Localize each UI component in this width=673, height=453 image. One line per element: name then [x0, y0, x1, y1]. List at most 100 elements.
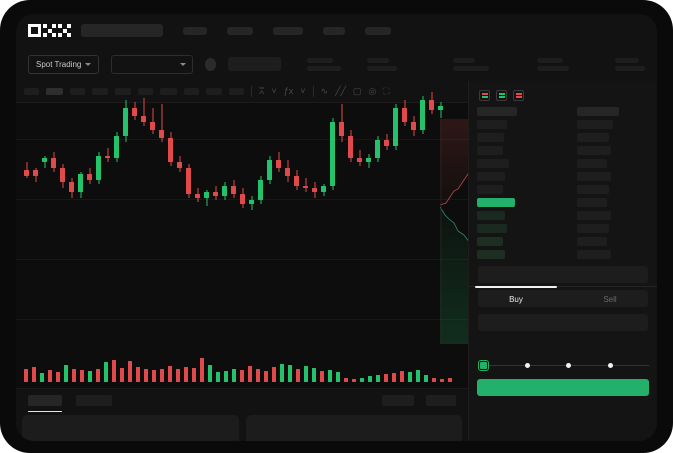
volume-bar: [320, 371, 324, 382]
orderbook-view-bids-icon[interactable]: [496, 90, 507, 101]
orderbook-bid-row[interactable]: [477, 211, 505, 220]
volume-bar: [384, 374, 388, 382]
volume-bar: [88, 371, 92, 382]
indicators-chevron-down-icon[interactable]: ˅: [300, 86, 306, 96]
candlestick: [312, 103, 317, 388]
bottom-tab-order-history[interactable]: [76, 395, 112, 406]
tab-buy[interactable]: Buy: [469, 286, 563, 312]
price-chart[interactable]: [16, 92, 500, 388]
chart-gridline: [16, 259, 468, 260]
orderbook-bid-row[interactable]: [477, 250, 505, 259]
nav-item-trade[interactable]: [183, 26, 207, 35]
tab-sell[interactable]: Sell: [603, 295, 617, 304]
timeframe-1d[interactable]: [160, 88, 177, 95]
candlestick: [186, 103, 191, 388]
orderbook-ask-row[interactable]: [477, 133, 504, 142]
volume-bar: [40, 373, 44, 382]
orderbook-bid-row[interactable]: [477, 224, 507, 233]
trading-pair-select[interactable]: [111, 54, 193, 74]
volume-bar: [376, 375, 380, 382]
candlestick: [321, 103, 326, 388]
screenshot-camera-icon[interactable]: ▢: [352, 86, 362, 96]
orderbook-right-row: [577, 185, 610, 194]
timeframe-1w[interactable]: [184, 88, 199, 95]
bottom-panel-left[interactable]: [22, 415, 239, 441]
orderbook-ask-row[interactable]: [477, 120, 507, 129]
volume-bar: [104, 362, 108, 382]
timeframe-4h[interactable]: [138, 88, 153, 95]
step-3[interactable]: [566, 362, 571, 368]
candlestick: [429, 92, 434, 388]
orderbook-ask-row[interactable]: [477, 185, 503, 194]
timeframe-1h[interactable]: [115, 88, 131, 95]
market-ticker-bar: Spot Trading: [16, 47, 657, 81]
volume-bar: [192, 368, 196, 382]
chart-type-chevron-down-icon[interactable]: ˅: [271, 86, 277, 96]
order-price-field[interactable]: [478, 266, 648, 283]
candlestick: [258, 103, 263, 388]
step-4[interactable]: [607, 362, 613, 368]
order-amount-field[interactable]: [478, 290, 648, 307]
candlestick: [348, 103, 353, 388]
nav-item-markets[interactable]: [227, 26, 253, 35]
indicators-icon[interactable]: ƒx: [283, 86, 294, 96]
timeframe-more[interactable]: [229, 88, 244, 95]
orderbook-ask-row[interactable]: [477, 146, 503, 155]
candlestick-chart-type-icon[interactable]: ⩞: [259, 86, 265, 96]
orderbook-bid-row[interactable]: [477, 237, 503, 246]
line-chart-icon[interactable]: ∿: [320, 86, 329, 96]
nav-item-assets[interactable]: [323, 26, 345, 35]
orderbook-right-row: [577, 133, 610, 142]
volume-bar: [368, 376, 372, 382]
candlestick: [96, 103, 101, 388]
step-2[interactable]: [524, 362, 530, 368]
orderbook-view-asks-icon[interactable]: [513, 90, 524, 101]
global-search-input[interactable]: [81, 24, 163, 37]
buy-sell-tabs: Buy Sell: [469, 286, 657, 312]
bottom-control-settings[interactable]: [426, 395, 456, 406]
candlestick: [33, 103, 38, 388]
orderbook-ask-row[interactable]: [477, 172, 505, 181]
candlestick: [330, 103, 335, 388]
step-1[interactable]: [478, 359, 489, 371]
volume-bar: [280, 364, 284, 382]
bottom-control-filter[interactable]: [382, 395, 414, 406]
okx-logo[interactable]: [28, 24, 71, 37]
volume-bar: [360, 378, 364, 382]
candlestick: [177, 103, 182, 388]
chart-settings-gear-icon[interactable]: ◎: [368, 86, 377, 96]
trading-pair-name: [228, 57, 281, 71]
bottom-tab-open-orders[interactable]: [28, 395, 62, 412]
submit-order-button[interactable]: [477, 379, 649, 396]
orderbook-right-row: [577, 172, 612, 181]
trading-mode-selector[interactable]: Spot Trading: [28, 54, 100, 74]
timeframe-15m[interactable]: [70, 88, 85, 95]
order-total-field[interactable]: [478, 314, 648, 331]
orderbook-left-column: [477, 107, 571, 259]
candlestick: [69, 103, 74, 388]
volume-bar: [312, 368, 316, 382]
orderbook-ask-row[interactable]: [477, 159, 509, 168]
stat-high-24h: [453, 57, 489, 71]
bottom-panel-right[interactable]: [245, 415, 462, 441]
volume-bar: [176, 369, 180, 382]
orderbook-view-both-icon[interactable]: [479, 90, 490, 101]
nav-item-earn[interactable]: [273, 26, 303, 35]
timeframe-5m-active[interactable]: [46, 88, 63, 95]
candlestick: [105, 103, 110, 388]
timeframe-30m[interactable]: [92, 88, 108, 95]
chevron-down-icon: [85, 62, 92, 66]
drawing-tools-icon[interactable]: ╱╱: [335, 86, 346, 96]
volume-bar: [304, 366, 308, 382]
volume-bar: [128, 361, 132, 382]
orderbook-spread-highlight[interactable]: [477, 198, 515, 207]
candlestick: [24, 103, 29, 388]
toolbar-divider: [251, 86, 252, 97]
nav-item-more[interactable]: [365, 26, 391, 35]
timeframe-1mo[interactable]: [206, 88, 222, 95]
timeframe-1m[interactable]: [24, 88, 39, 95]
candlestick: [141, 98, 146, 388]
candlestick: [276, 103, 281, 388]
stat-change-24h: [367, 57, 397, 71]
fullscreen-expand-icon[interactable]: ⛶: [383, 86, 390, 96]
